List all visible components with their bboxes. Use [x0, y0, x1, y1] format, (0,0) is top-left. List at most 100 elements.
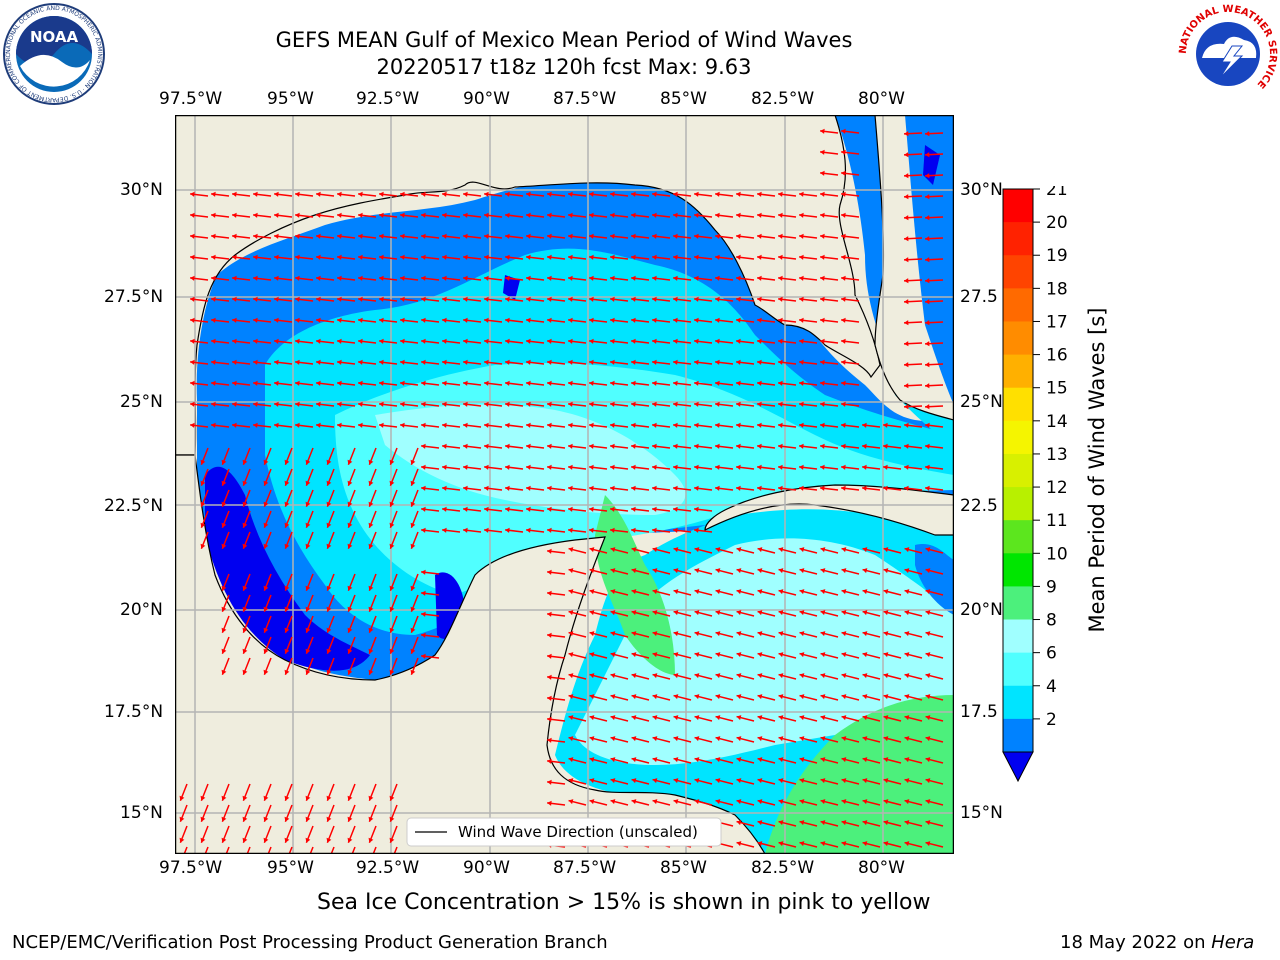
wind-wave-arrow-head	[547, 275, 552, 281]
wind-wave-arrow-head	[652, 296, 657, 302]
wind-wave-arrow-head	[799, 233, 804, 239]
wind-wave-arrow-head	[841, 128, 846, 134]
wind-wave-arrow-head	[673, 506, 678, 512]
wind-wave-arrow-head	[379, 296, 384, 302]
wind-wave-arrow-head	[326, 543, 332, 549]
wind-wave-arrow-head	[883, 443, 888, 449]
wind-wave-arrow-head	[211, 317, 216, 323]
wind-wave-arrow-head	[841, 464, 846, 470]
wind-wave-arrow-head	[589, 652, 595, 658]
wind-wave-arrow-head	[736, 317, 741, 323]
wind-wave-arrow-head	[253, 233, 258, 239]
wind-wave-arrow-head	[652, 380, 657, 386]
wind-wave-arrow-head	[904, 610, 910, 616]
wind-wave-arrow-head	[547, 443, 552, 449]
wind-wave-arrow-head	[820, 233, 825, 239]
wind-wave-arrow-head	[337, 317, 342, 323]
wind-wave-arrow-head	[442, 296, 447, 302]
wind-wave-arrow-head	[757, 820, 763, 826]
wind-wave-arrow-head	[715, 757, 721, 763]
wind-wave-arrow-head	[841, 841, 847, 847]
lat-label-left: 30°N	[120, 180, 163, 200]
wind-wave-arrow-head	[253, 359, 258, 365]
wind-wave-arrow-head	[211, 191, 216, 197]
wind-wave-arrow-head	[505, 527, 510, 533]
wind-wave-arrow-head	[757, 589, 763, 595]
wind-wave-arrow-head	[526, 506, 531, 512]
wind-wave-arrow-head	[190, 212, 195, 218]
wind-wave-arrow-head	[505, 338, 510, 344]
wind-wave-arrow-head	[778, 547, 784, 553]
wind-wave-arrow-head	[799, 841, 805, 847]
wind-wave-arrow-head	[694, 317, 699, 323]
wind-wave-arrow-head	[799, 338, 804, 344]
colorbar-tick-label: 17	[1046, 312, 1068, 332]
wind-wave-arrow-head	[221, 522, 227, 528]
wind-wave-arrow-head	[610, 191, 615, 197]
wind-wave-arrow-head	[526, 443, 531, 449]
wind-wave-arrow	[204, 846, 209, 854]
wind-wave-arrow-head	[736, 359, 741, 365]
us-gulf-coast	[175, 115, 881, 456]
wind-wave-arrow-head	[799, 443, 804, 449]
wind-wave-arrow-head	[841, 652, 847, 658]
wind-wave-arrow-head	[925, 568, 931, 574]
wind-wave-arrow-head	[326, 585, 332, 591]
wind-wave-arrow-head	[883, 799, 889, 805]
wind-wave-arrow-head	[925, 778, 931, 784]
wind-wave-arrow-head	[799, 485, 804, 491]
wind-wave-arrow-head	[326, 480, 332, 486]
wind-wave-arrow-head	[841, 485, 846, 491]
wind-wave-arrow-head	[400, 359, 405, 365]
wind-wave-arrow-head	[904, 736, 910, 742]
wind-wave-arrow-head	[841, 296, 846, 302]
wind-wave-arrow-head	[904, 568, 910, 574]
wind-wave-arrow-head	[799, 422, 804, 428]
wind-wave-arrow-head	[652, 610, 658, 616]
wind-wave-arrow-head	[442, 422, 447, 428]
wind-wave-arrow-head	[904, 299, 909, 305]
wind-wave-arrow-head	[368, 585, 374, 591]
wind-wave-arrow-head	[841, 610, 847, 616]
wind-wave-arrow-head	[841, 275, 846, 281]
wind-wave-arrow-head	[652, 694, 658, 700]
wind-wave-arrow-head	[358, 233, 363, 239]
wind-wave-arrow-head	[715, 275, 720, 281]
wind-wave-arrow-head	[631, 254, 636, 260]
wind-wave-arrow-head	[757, 485, 762, 491]
wind-wave-arrow-head	[305, 795, 311, 801]
wind-wave-arrow-head	[715, 338, 720, 344]
wind-wave-arrow-head	[820, 191, 825, 197]
wind-wave-arrow-head	[799, 778, 805, 784]
wind-wave-arrow-head	[631, 673, 637, 679]
wind-wave-arrow-head	[736, 778, 742, 784]
wind-wave-arrow-head	[526, 401, 531, 407]
wind-wave-arrow-head	[221, 816, 227, 822]
wind-wave-arrow-head	[652, 191, 657, 197]
wind-wave-arrow-head	[484, 191, 489, 197]
wind-wave-arrow-head	[389, 669, 395, 675]
wind-wave-arrow-head	[820, 589, 826, 595]
wind-wave-arrow-head	[715, 610, 721, 616]
wind-wave-arrow-head	[242, 627, 248, 633]
wind-wave-arrow-head	[862, 485, 867, 491]
wind-wave-arrow-head	[368, 606, 374, 612]
lat-label-right: 17.5	[960, 702, 998, 722]
wind-wave-arrow-head	[200, 459, 206, 465]
wind-wave-arrow-head	[526, 359, 531, 365]
wind-wave-arrow-head	[547, 653, 552, 659]
colorbar-band	[1003, 487, 1033, 521]
wind-wave-arrow-head	[736, 212, 741, 218]
wind-wave-arrow-head	[883, 841, 889, 847]
wind-wave-arrow-head	[694, 485, 699, 491]
wind-wave-arrow-head	[631, 715, 637, 721]
wind-wave-arrow-head	[715, 443, 720, 449]
wind-wave-arrow-head	[274, 422, 279, 428]
wind-wave-arrow-head	[368, 837, 374, 843]
colorbar-band	[1003, 553, 1033, 587]
wind-wave-arrow-head	[305, 480, 311, 486]
wind-wave-arrow-head	[925, 131, 930, 137]
wind-wave-arrow-head	[442, 359, 447, 365]
wind-wave-arrow-head	[263, 648, 269, 654]
wind-wave-arrow-head	[652, 422, 657, 428]
